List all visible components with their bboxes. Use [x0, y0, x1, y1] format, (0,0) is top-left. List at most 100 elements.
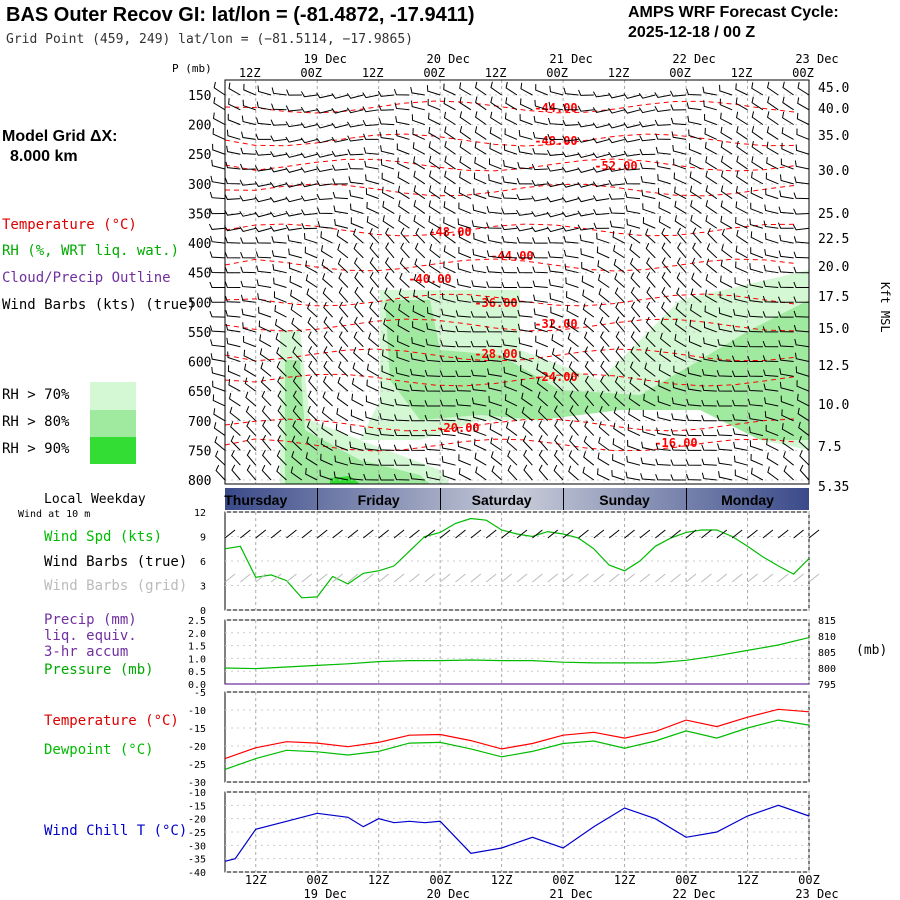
bottom-date-label: 20 Dec — [426, 887, 469, 900]
wind-barb — [534, 322, 548, 333]
wind-barb — [276, 347, 287, 362]
wind-barb — [261, 449, 272, 466]
wind-barb — [795, 366, 810, 377]
wind-barb — [226, 129, 241, 140]
wind-barb — [384, 272, 395, 288]
wind-barb — [409, 384, 425, 392]
wind-barb — [440, 428, 456, 437]
wind-barb — [393, 88, 410, 96]
wind-barb — [517, 295, 533, 303]
wind-barb — [535, 349, 548, 362]
wind-barb — [766, 157, 779, 170]
wind-barb — [779, 174, 794, 185]
wind-barb — [505, 81, 518, 96]
temperature-contour-label: -44.00 — [534, 101, 577, 115]
wind-barb — [592, 166, 610, 173]
surface-wind-barb — [240, 529, 251, 539]
temperature-contour-label: -28.00 — [474, 347, 517, 361]
wind-barb — [597, 468, 610, 481]
wind-barb — [254, 181, 272, 187]
wind-barb — [781, 409, 794, 422]
wind-barb — [577, 136, 594, 143]
wind-barb — [409, 429, 425, 437]
wind-barb — [395, 116, 410, 126]
wind-barb — [661, 302, 672, 318]
wind-barb — [690, 200, 702, 214]
wind-barb — [413, 170, 426, 185]
wind-barb — [676, 272, 687, 288]
wind-barb — [321, 259, 333, 274]
temperature-panel-tick: -10 — [188, 706, 206, 717]
wind-barb — [425, 338, 441, 348]
bottom-date-label: 22 Dec — [672, 887, 715, 900]
temperature-contour — [224, 418, 796, 432]
wind-barb — [736, 126, 748, 140]
surface-grid-wind-barb — [685, 573, 697, 583]
wind-barb — [455, 384, 471, 392]
wind-panel-tick: 3 — [200, 582, 206, 593]
windchill-panel-tick: -20 — [188, 815, 206, 826]
wind-barb — [397, 185, 410, 200]
wind-barb — [209, 266, 226, 274]
wind-barb — [794, 338, 810, 348]
wind-barb — [705, 185, 718, 200]
wind-barb — [425, 354, 441, 363]
wind-barb — [395, 367, 410, 377]
wind-barb — [364, 411, 379, 422]
wind-barb — [688, 335, 702, 348]
wind-barb — [381, 186, 395, 200]
wind-barb — [794, 352, 810, 363]
surface-grid-wind-barb — [747, 573, 758, 583]
wind-barb — [516, 178, 533, 185]
wind-barb — [473, 438, 487, 451]
wind-barb — [581, 261, 595, 274]
wind-barb — [792, 224, 810, 231]
wind-barb — [516, 209, 533, 216]
surface-wind-barb — [347, 529, 359, 539]
surface-grid-wind-barb — [409, 573, 420, 583]
wind-barb — [316, 151, 333, 158]
wind-barb — [705, 215, 718, 229]
wind-barb — [442, 277, 456, 288]
wind-barb — [364, 160, 379, 170]
surface-wind-barb — [532, 529, 543, 539]
windchill-panel-tick: -30 — [188, 841, 206, 852]
wind-barb — [659, 348, 671, 362]
wind-barb — [701, 399, 717, 407]
wind-barb — [767, 96, 779, 111]
wind-barb — [381, 349, 395, 362]
wind-barb — [670, 444, 687, 451]
wind-barb — [209, 191, 226, 200]
windchill-panel-tick: -35 — [188, 855, 206, 866]
wind-barb — [592, 107, 610, 113]
wind-barb — [347, 149, 364, 156]
wind-barb — [793, 192, 810, 200]
wind-barb — [504, 128, 518, 140]
surface-wind-barb — [685, 529, 697, 539]
wind-barb — [537, 405, 549, 422]
wind-barb — [522, 420, 533, 436]
wind-barb — [504, 112, 518, 126]
wind-barb — [546, 196, 564, 203]
legend-wind-speed: Wind Spd (kts) — [44, 529, 163, 545]
wind-barb — [470, 369, 487, 377]
wind-barb — [424, 429, 441, 437]
wind-barb — [290, 303, 303, 318]
wind-barb — [292, 361, 303, 377]
wind-barb — [765, 424, 779, 437]
wind-barb — [428, 170, 441, 185]
wind-barb — [486, 222, 502, 229]
wind-barb — [409, 368, 425, 377]
temperature-contour — [224, 318, 796, 332]
wind-barb — [239, 195, 256, 202]
wind-barb — [645, 228, 656, 244]
windchill-panel-tick: -15 — [188, 801, 206, 812]
wind-barb — [674, 186, 687, 200]
wind-barb — [671, 413, 687, 422]
windchill-panel-frame — [224, 791, 810, 873]
wind-barb — [211, 366, 226, 377]
wind-barb — [796, 112, 810, 126]
wind-barb — [562, 135, 579, 142]
weekday-separator — [440, 488, 442, 510]
wind-barb — [471, 383, 487, 392]
